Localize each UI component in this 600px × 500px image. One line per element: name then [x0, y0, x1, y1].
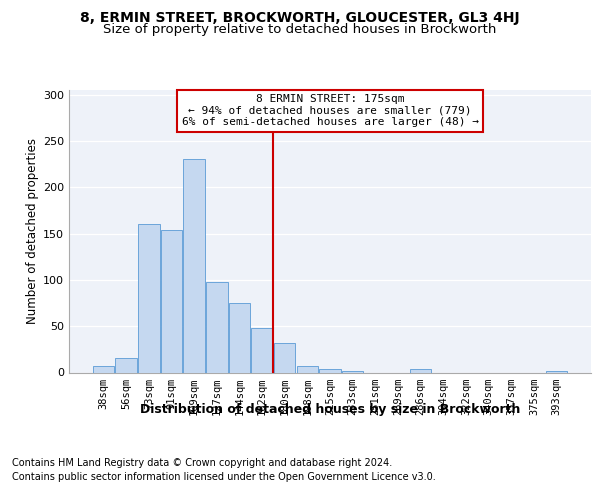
- Bar: [93, 366, 114, 372]
- Y-axis label: Number of detached properties: Number of detached properties: [26, 138, 39, 324]
- Bar: [115, 358, 137, 372]
- Bar: [410, 369, 431, 372]
- Text: Contains public sector information licensed under the Open Government Licence v3: Contains public sector information licen…: [12, 472, 436, 482]
- Bar: [229, 303, 250, 372]
- Bar: [251, 328, 273, 372]
- Bar: [342, 370, 364, 372]
- Bar: [274, 343, 295, 372]
- Text: Size of property relative to detached houses in Brockworth: Size of property relative to detached ho…: [103, 22, 497, 36]
- Bar: [138, 224, 160, 372]
- Bar: [206, 282, 227, 372]
- Text: 8, ERMIN STREET, BROCKWORTH, GLOUCESTER, GL3 4HJ: 8, ERMIN STREET, BROCKWORTH, GLOUCESTER,…: [80, 11, 520, 25]
- Text: 8 ERMIN STREET: 175sqm
← 94% of detached houses are smaller (779)
6% of semi-det: 8 ERMIN STREET: 175sqm ← 94% of detached…: [182, 94, 479, 128]
- Bar: [184, 160, 205, 372]
- Bar: [319, 369, 341, 372]
- Bar: [546, 370, 567, 372]
- Text: Distribution of detached houses by size in Brockworth: Distribution of detached houses by size …: [140, 402, 520, 415]
- Bar: [161, 230, 182, 372]
- Text: Contains HM Land Registry data © Crown copyright and database right 2024.: Contains HM Land Registry data © Crown c…: [12, 458, 392, 468]
- Bar: [296, 366, 318, 372]
